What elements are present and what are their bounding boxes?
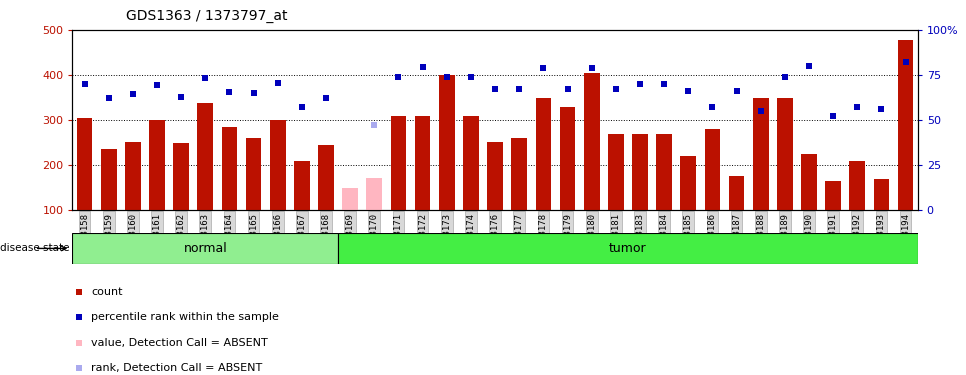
Point — [319, 95, 334, 101]
Bar — [125, 142, 141, 210]
Bar — [414, 116, 431, 210]
Text: rank, Detection Call = ABSENT: rank, Detection Call = ABSENT — [91, 363, 263, 373]
Bar — [294, 160, 310, 210]
Point — [849, 104, 865, 110]
Point — [464, 74, 479, 80]
Text: value, Detection Call = ABSENT: value, Detection Call = ABSENT — [91, 338, 268, 348]
Point — [415, 64, 431, 70]
Point — [608, 86, 623, 92]
Point — [632, 81, 647, 87]
Point — [294, 104, 309, 110]
Bar — [338, 232, 918, 264]
Point — [512, 86, 527, 92]
Point — [222, 89, 238, 95]
Point — [439, 74, 455, 80]
Bar — [559, 106, 576, 210]
Point — [801, 63, 816, 69]
Point — [559, 86, 575, 92]
Bar — [632, 134, 648, 210]
Point — [897, 58, 913, 64]
Bar — [511, 138, 527, 210]
Point — [728, 88, 744, 94]
Bar — [270, 120, 286, 210]
Bar — [463, 116, 479, 210]
Point — [270, 80, 286, 86]
Point — [873, 106, 889, 112]
Bar — [801, 154, 817, 210]
Text: count: count — [91, 287, 123, 297]
Bar — [656, 134, 672, 210]
Point — [777, 74, 792, 80]
Bar — [100, 149, 117, 210]
Point — [150, 82, 165, 88]
Text: normal: normal — [184, 242, 227, 255]
Bar — [897, 40, 914, 210]
Bar — [390, 116, 407, 210]
Bar — [342, 188, 358, 210]
Bar — [873, 178, 890, 210]
Point — [487, 86, 502, 92]
Bar — [680, 156, 696, 210]
Bar — [221, 127, 238, 210]
Bar — [439, 75, 455, 210]
Point — [549, 27, 564, 33]
Bar — [535, 98, 552, 210]
Bar — [849, 160, 866, 210]
Point — [101, 95, 117, 101]
Point — [549, 257, 564, 263]
Bar — [245, 138, 262, 210]
Bar — [197, 103, 213, 210]
Bar — [318, 145, 334, 210]
Text: GDS1363 / 1373797_at: GDS1363 / 1373797_at — [126, 9, 287, 23]
Point — [77, 81, 93, 87]
Point — [535, 65, 551, 71]
Bar — [76, 118, 93, 210]
Bar — [704, 129, 721, 210]
Bar — [777, 98, 793, 210]
Text: tumor: tumor — [610, 242, 646, 255]
Bar — [825, 181, 841, 210]
Point — [390, 74, 406, 80]
Text: percentile rank within the sample: percentile rank within the sample — [91, 312, 279, 322]
Point — [825, 112, 840, 118]
Bar — [72, 232, 338, 264]
Point — [704, 104, 720, 110]
Bar — [728, 176, 745, 210]
Point — [656, 81, 671, 87]
Bar — [149, 120, 165, 210]
Point — [367, 122, 383, 128]
Bar — [608, 134, 624, 210]
Point — [680, 88, 696, 94]
Text: disease state: disease state — [0, 243, 70, 254]
Bar — [753, 98, 769, 210]
Bar — [487, 142, 503, 210]
Bar — [366, 178, 383, 210]
Point — [126, 91, 141, 97]
Point — [197, 75, 213, 81]
Point — [245, 90, 261, 96]
Point — [753, 108, 768, 114]
Bar — [583, 73, 600, 210]
Point — [174, 94, 189, 100]
Bar — [173, 143, 189, 210]
Point — [583, 65, 599, 71]
